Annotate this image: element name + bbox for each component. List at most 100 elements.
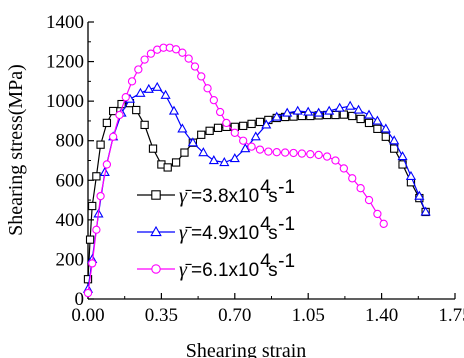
- square-marker: [92, 172, 101, 181]
- triangle-marker: [198, 147, 209, 157]
- triangle-marker: [414, 190, 425, 200]
- legend-entry-1: γ̄ =3.8x10 4s -1: [137, 177, 295, 207]
- triangle-marker: [187, 137, 198, 147]
- y-tick-label: 400: [56, 210, 85, 231]
- circle-marker: [339, 164, 349, 173]
- legend-exponent: -1: [278, 251, 295, 272]
- triangle-marker: [345, 100, 356, 110]
- circle-marker: [209, 96, 218, 105]
- circle-marker: [115, 110, 124, 120]
- circle-marker: [184, 54, 193, 63]
- legend-exponent: -1: [278, 214, 295, 235]
- circle-marker: [127, 77, 137, 86]
- y-tick-label: 1200: [46, 52, 84, 73]
- legend-unit: s: [268, 260, 278, 281]
- legend: γ̄ =3.8x10 4s -1γ̄ =4.9x10 4s -1γ̄ =6.1x10 4s -1: [137, 177, 295, 281]
- legend-exponent: 4: [260, 214, 271, 235]
- y-tick-label: 1000: [46, 91, 84, 112]
- triangle-marker: [143, 83, 154, 93]
- triangle-marker: [420, 206, 431, 216]
- square-marker: [109, 106, 118, 116]
- circle-marker: [297, 149, 307, 158]
- y-tick-label: 800: [56, 131, 85, 152]
- series-layer: [82, 43, 431, 298]
- legend-entry-3: γ̄ =6.1x10 4s -1: [137, 251, 295, 281]
- square-marker: [205, 126, 214, 135]
- circle-marker: [314, 150, 323, 160]
- triangle-marker: [363, 109, 375, 119]
- square-marker: [83, 275, 93, 284]
- x-axis-title: Shearing strain: [186, 340, 307, 358]
- x-tick-label: 1.40: [365, 305, 398, 326]
- triangle-marker: [271, 111, 282, 121]
- circle-marker: [92, 225, 101, 234]
- circle-marker: [289, 148, 298, 158]
- x-tick-label: 0.00: [71, 305, 104, 326]
- circle-marker: [96, 191, 105, 201]
- x-tick-label: 0.35: [145, 305, 178, 326]
- legend-unit: s: [268, 223, 278, 244]
- square-marker: [171, 158, 181, 167]
- triangle-marker: [250, 131, 261, 141]
- triangle-marker: [135, 87, 146, 97]
- circle-marker: [190, 62, 200, 71]
- ticks: 0.00 0.35 0.70 1.05 1.40 1.75 0 200 400 600 800 100…: [46, 12, 464, 326]
- circle-marker: [239, 136, 248, 145]
- circle-marker: [306, 150, 315, 159]
- circle-marker: [356, 184, 365, 193]
- legend-gamma-symbol: γ̄: [179, 222, 192, 244]
- triangle-marker: [282, 107, 293, 117]
- legend-unit: s: [268, 186, 278, 207]
- y-tick-label: 0: [75, 289, 85, 310]
- triangle-marker: [405, 170, 417, 180]
- y-tick-label: 600: [56, 170, 85, 191]
- y-tick-label: 200: [56, 249, 85, 270]
- triangle-marker: [229, 153, 240, 163]
- legend-label: =6.1x10: [191, 260, 259, 281]
- circle-marker: [151, 264, 161, 274]
- triangle-marker: [324, 105, 335, 115]
- square-marker: [297, 111, 307, 121]
- circle-marker: [102, 160, 112, 169]
- triangle-marker: [334, 102, 345, 112]
- triangle-marker: [353, 104, 364, 114]
- circle-marker: [322, 152, 332, 161]
- circle-marker: [222, 118, 231, 128]
- circle-marker: [88, 259, 97, 268]
- triangle-marker: [168, 105, 180, 115]
- legend-exponent: 4: [260, 177, 271, 198]
- square-marker: [148, 144, 158, 153]
- square-marker: [373, 124, 382, 133]
- square-marker: [348, 111, 357, 121]
- circle-marker: [134, 65, 143, 74]
- square-marker: [132, 105, 141, 115]
- y-axis-title: Shearing stress(MPa): [5, 64, 27, 236]
- circle-marker: [83, 288, 93, 298]
- triangle-marker: [219, 157, 230, 167]
- square-marker: [180, 148, 189, 157]
- circle-marker: [331, 156, 340, 165]
- circle-marker: [379, 219, 388, 228]
- legend-entry-2: γ̄ =4.9x10 4s -1: [137, 214, 295, 244]
- circle-marker: [203, 84, 212, 93]
- x-tick-label: 1.75: [438, 305, 464, 326]
- circle-marker: [109, 132, 118, 141]
- triangle-marker: [303, 106, 314, 116]
- circle-marker: [247, 142, 256, 151]
- circle-marker: [272, 148, 281, 157]
- legend-label: =4.9x10: [191, 223, 259, 244]
- square-marker: [339, 110, 349, 119]
- square-marker: [213, 123, 223, 133]
- legend-exponent: 4: [260, 251, 271, 272]
- circle-marker: [348, 174, 357, 183]
- triangle-marker: [389, 135, 400, 145]
- triangle-marker: [152, 81, 163, 91]
- square-marker: [239, 121, 248, 131]
- square-marker: [151, 190, 161, 200]
- legend-gamma-symbol: γ̄: [179, 185, 192, 207]
- legend-gamma-symbol: γ̄: [179, 259, 192, 281]
- square-marker: [197, 130, 206, 139]
- circle-marker: [373, 209, 382, 219]
- y-tick-label: 1400: [46, 12, 84, 33]
